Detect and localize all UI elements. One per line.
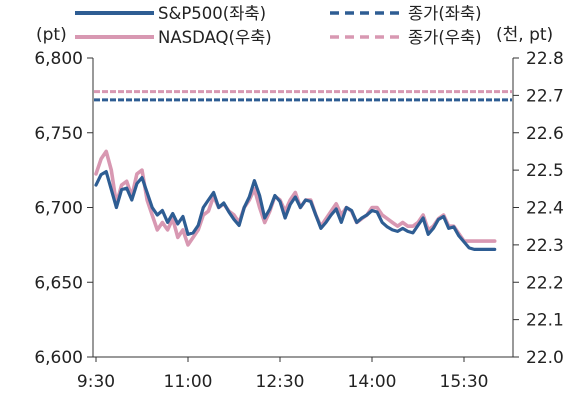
- legend-sp500-label: S&P500(좌축): [158, 4, 266, 23]
- right-tick-label: 22.2: [526, 273, 564, 293]
- right-tick-label: 22.4: [526, 199, 564, 219]
- right-axis-unit: (천, pt): [496, 25, 553, 45]
- x-axis-ticks: 9:30 11:00 12:30 14:00 15:30: [77, 357, 489, 392]
- right-tick-label: 22.1: [526, 311, 564, 331]
- close-lines: [94, 90, 512, 102]
- right-tick-label: 22.8: [526, 49, 564, 69]
- left-tick-label: 6,600: [34, 348, 83, 368]
- left-axis-ticks: 6,600 6,650 6,700 6,750 6,800: [34, 49, 93, 368]
- legend-nasdaq-label: NASDAQ(우축): [158, 28, 272, 47]
- x-tick-label: 14:00: [348, 372, 397, 392]
- right-tick-label: 22.5: [526, 161, 564, 181]
- sp500-series-line: [94, 170, 497, 251]
- left-tick-label: 6,750: [34, 124, 83, 144]
- legend-sp500-close-label: 종가(좌축): [408, 4, 482, 23]
- legend: S&P500(좌축) NASDAQ(우축) 종가(좌축) 종가(우축): [75, 4, 482, 47]
- right-tick-label: 22.3: [526, 236, 564, 256]
- left-axis-unit: (pt): [36, 25, 67, 45]
- left-tick-label: 6,800: [34, 49, 83, 69]
- left-tick-label: 6,650: [34, 273, 83, 293]
- x-tick-label: 15:30: [440, 372, 489, 392]
- x-tick-label: 11:00: [164, 372, 213, 392]
- right-tick-label: 22.6: [526, 124, 564, 144]
- x-tick-label: 9:30: [77, 372, 115, 392]
- x-tick-label: 12:30: [256, 372, 305, 392]
- legend-nasdaq-close-label: 종가(우축): [408, 28, 482, 47]
- left-tick-label: 6,700: [34, 199, 83, 219]
- right-axis-ticks: 22.0 22.1 22.2 22.3 22.4 22.5 22.6 22.7 22.8: [513, 49, 564, 368]
- right-tick-label: 22.7: [526, 86, 564, 106]
- right-tick-label: 22.0: [526, 348, 564, 368]
- series-lines: [94, 149, 497, 251]
